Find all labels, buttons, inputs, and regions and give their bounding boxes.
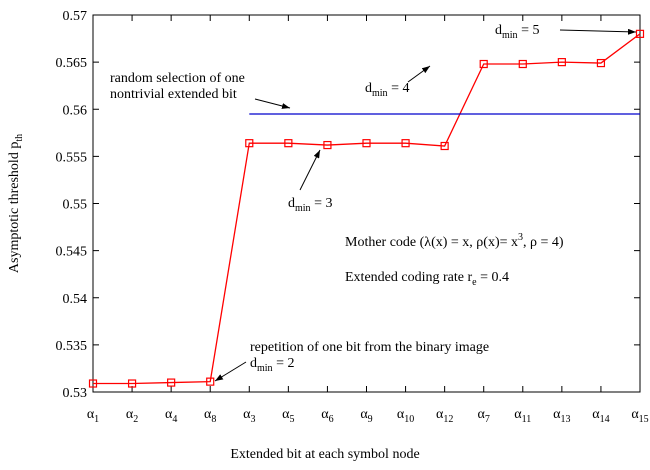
x-tick-label: α4 (165, 407, 177, 425)
point-marker (362, 139, 371, 148)
annotation-part: Extended coding rate r (345, 270, 472, 285)
y-axis-label-part: Asymptotic threshold p (7, 142, 22, 273)
point-marker (245, 139, 254, 148)
annotation-part: Mother code (λ(x) = x, ρ(x)= x (345, 235, 518, 250)
annotation: dmin = 5 (495, 23, 539, 41)
x-axis-label: Extended bit at each symbol node (230, 447, 419, 462)
y-tick-label: 0.53 (63, 386, 88, 401)
annotation: nontrivial extended bit (110, 87, 237, 102)
y-tick-label: 0.555 (56, 150, 88, 165)
annotation-part: min (372, 88, 388, 99)
x-tick-label: α15 (631, 407, 648, 425)
point-marker (557, 58, 566, 67)
annotation: random selection of one (110, 71, 245, 86)
point-marker (127, 379, 137, 388)
annotation-part: = 2 (273, 356, 295, 371)
x-tick-label: α1 (87, 407, 99, 425)
x-tick-label: α8 (204, 407, 216, 425)
y-tick-label: 0.535 (56, 339, 88, 354)
arrow (254, 98, 291, 109)
arrow (407, 65, 431, 83)
series-line (93, 33, 641, 385)
annotation-part: = 0.4 (477, 270, 509, 285)
annotation-part: d (365, 81, 372, 96)
x-tick-label: α11 (514, 407, 531, 425)
y-axis-label-part: th (14, 134, 25, 142)
annotation-part: = 3 (311, 196, 333, 211)
annotation: Extended coding rate re = 0.4 (345, 270, 509, 288)
y-tick-label: 0.55 (63, 198, 88, 213)
annotation: dmin = 3 (288, 196, 332, 214)
annotation-part: , ρ = 4) (523, 235, 564, 250)
x-tick-label: α10 (397, 407, 414, 425)
x-tick-label: α14 (592, 407, 609, 425)
annotation-part: = 5 (518, 23, 540, 38)
annotation: dmin = 2 (250, 356, 294, 374)
x-tick-label: α5 (282, 407, 294, 425)
point-marker (284, 139, 293, 148)
point-marker (635, 29, 645, 38)
y-axis-label: Asymptotic threshold pth (7, 134, 25, 273)
point-marker (206, 377, 215, 386)
point-marker (88, 379, 98, 388)
annotation-part: min (257, 363, 273, 374)
annotation-part: d (495, 23, 502, 38)
annotation-part: e (472, 277, 477, 288)
annotation-part: d (250, 356, 257, 371)
arrow (559, 28, 637, 35)
x-tick-label: α13 (553, 407, 570, 425)
x-tick-label: α2 (126, 407, 138, 425)
y-tick-label: 0.56 (63, 103, 88, 118)
x-tick-label: α12 (436, 407, 453, 425)
annotation-part: nontrivial extended bit (110, 87, 237, 102)
x-tick-label: α9 (360, 407, 372, 425)
point-marker (518, 59, 527, 69)
annotation-part: min (502, 30, 518, 41)
y-tick-label: 0.565 (56, 56, 88, 71)
point-marker (167, 378, 176, 387)
annotation-part: repetition of one bit from the binary im… (250, 340, 489, 355)
x-tick-label: α6 (321, 407, 333, 425)
point-marker (596, 58, 606, 68)
point-marker (479, 59, 488, 69)
arrow (214, 361, 247, 382)
y-tick-label: 0.545 (56, 245, 88, 260)
annotation: dmin = 4 (365, 81, 409, 99)
annotation-part: 3 (518, 232, 523, 243)
point-marker (440, 141, 449, 151)
annotation-part: = 4 (388, 81, 410, 96)
x-tick-label: α3 (243, 407, 255, 425)
y-tick-label: 0.57 (63, 9, 88, 24)
annotation-part: d (288, 196, 295, 211)
x-tick-label: α7 (478, 407, 490, 425)
y-tick-label: 0.54 (63, 292, 88, 307)
annotation-part: min (295, 203, 311, 214)
point-marker (323, 140, 332, 150)
point-marker (401, 139, 410, 148)
arrow (299, 149, 321, 191)
annotation: Mother code (λ(x) = x, ρ(x)= x3, ρ = 4) (345, 232, 564, 250)
annotation: repetition of one bit from the binary im… (250, 340, 489, 355)
annotation-part: random selection of one (110, 71, 245, 86)
